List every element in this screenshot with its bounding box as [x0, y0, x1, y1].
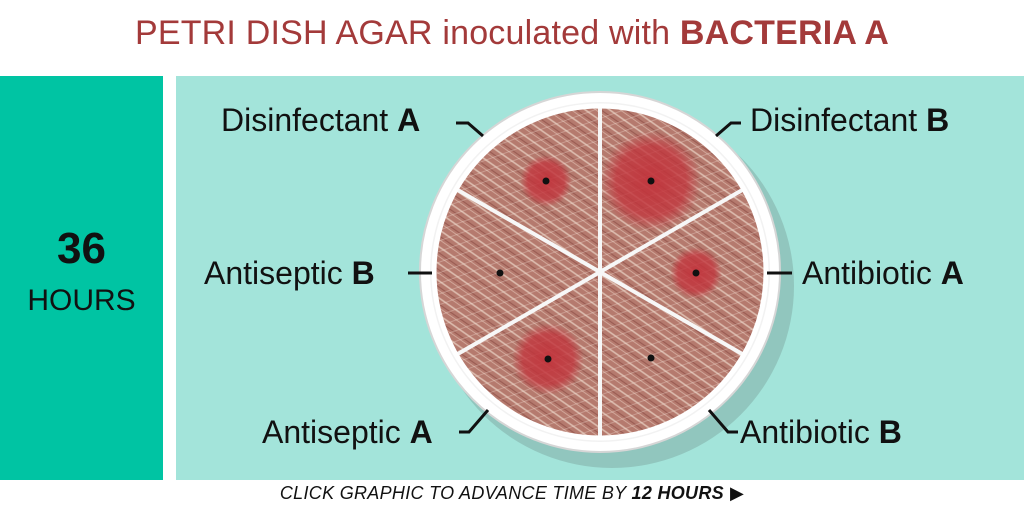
play-triangle-icon: ▶ — [729, 483, 745, 503]
antimicrobial-discs — [496, 177, 700, 363]
label-letter: A — [940, 255, 964, 291]
label-disinfectant-b: Disinfectant B — [750, 102, 949, 139]
petri-dish-illustration — [408, 91, 794, 468]
page-title: PETRI DISH AGAR inoculated with BACTERIA… — [0, 14, 1024, 53]
disc-antibiotic-a — [692, 269, 700, 277]
disc-antiseptic-b — [496, 269, 504, 277]
panel-divider — [163, 76, 176, 480]
label-antibiotic-a: Antibiotic A — [802, 255, 964, 292]
section-dividers — [455, 106, 745, 438]
disc-disinfectant-a — [542, 177, 550, 185]
label-letter: B — [878, 414, 902, 450]
label-antibiotic-b: Antibiotic B — [740, 414, 902, 451]
time-value: 36 — [57, 224, 106, 273]
label-letter: A — [409, 414, 433, 450]
label-name: Disinfectant — [221, 102, 398, 138]
time-unit: HOURS — [27, 284, 136, 317]
label-letter: B — [926, 102, 950, 138]
label-leaders — [408, 121, 792, 434]
label-name: Antiseptic — [204, 255, 352, 291]
disc-disinfectant-b — [647, 177, 655, 185]
label-name: Disinfectant — [750, 102, 927, 138]
advance-time-link[interactable]: CLICK GRAPHIC TO ADVANCE TIME BY 12 HOUR… — [0, 483, 1024, 504]
time-panel: 36 HOURS — [0, 76, 163, 480]
label-antiseptic-a: Antiseptic A — [262, 414, 433, 451]
petri-dish-graphic[interactable] — [176, 76, 1024, 480]
label-name: Antibiotic — [740, 414, 879, 450]
footer-prefix: CLICK GRAPHIC TO ADVANCE TIME BY — [279, 483, 632, 503]
footer-emphasis: 12 HOURS — [631, 483, 724, 503]
label-letter: B — [351, 255, 375, 291]
disc-antiseptic-a — [544, 355, 552, 363]
label-antiseptic-b: Antiseptic B — [204, 255, 375, 292]
title-emphasis: BACTERIA A — [679, 14, 890, 52]
disc-antibiotic-b — [647, 354, 655, 362]
title-prefix: PETRI DISH AGAR inoculated with — [134, 14, 680, 52]
label-name: Antibiotic — [802, 255, 941, 291]
label-letter: A — [397, 102, 421, 138]
label-name: Antiseptic — [262, 414, 410, 450]
label-disinfectant-a: Disinfectant A — [221, 102, 420, 139]
